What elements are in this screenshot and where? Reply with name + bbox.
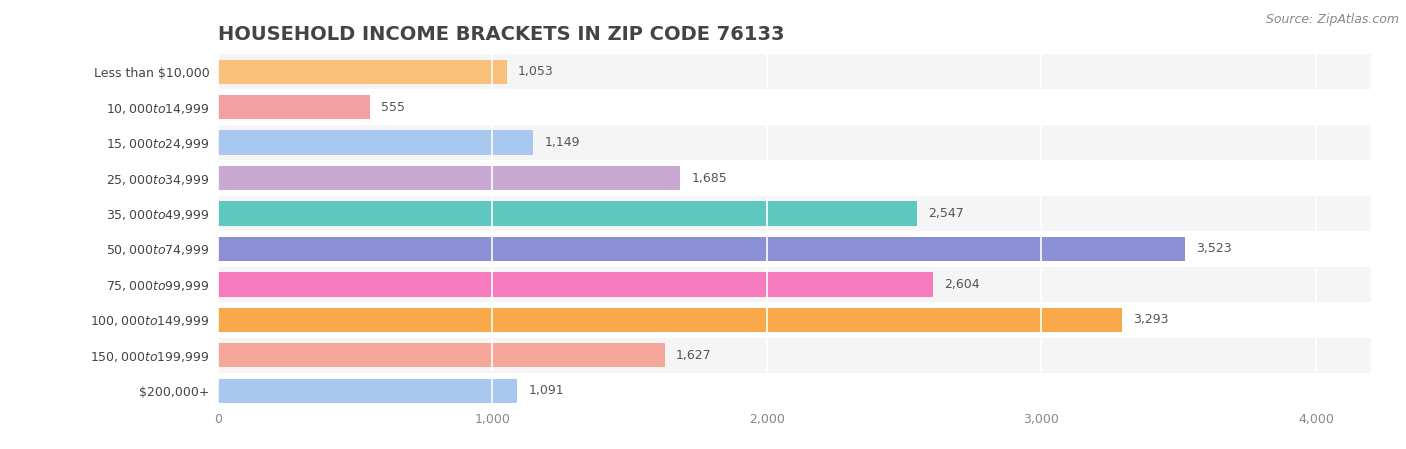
Bar xyxy=(218,231,1371,267)
Bar xyxy=(218,166,681,190)
Bar xyxy=(218,338,1371,373)
Text: HOUSEHOLD INCOME BRACKETS IN ZIP CODE 76133: HOUSEHOLD INCOME BRACKETS IN ZIP CODE 76… xyxy=(218,25,785,44)
Bar xyxy=(218,273,932,296)
Bar xyxy=(218,95,370,119)
Bar xyxy=(218,89,1371,125)
Bar xyxy=(218,379,517,403)
Text: 3,523: 3,523 xyxy=(1197,242,1232,255)
Bar xyxy=(218,60,508,84)
Bar xyxy=(218,196,1371,231)
Text: Source: ZipAtlas.com: Source: ZipAtlas.com xyxy=(1265,13,1399,26)
Text: 1,053: 1,053 xyxy=(517,65,554,78)
Bar xyxy=(218,343,665,367)
Bar xyxy=(218,125,1371,160)
Text: 1,091: 1,091 xyxy=(529,384,564,397)
Text: 555: 555 xyxy=(381,101,405,114)
Bar xyxy=(218,160,1371,196)
Text: 2,547: 2,547 xyxy=(928,207,965,220)
Text: 2,604: 2,604 xyxy=(943,278,980,291)
Bar xyxy=(218,202,917,225)
Bar xyxy=(218,267,1371,302)
Bar xyxy=(218,308,1122,332)
Bar xyxy=(218,54,1371,89)
Bar xyxy=(218,237,1185,261)
Text: 1,627: 1,627 xyxy=(675,349,711,362)
Text: 3,293: 3,293 xyxy=(1133,313,1168,326)
Bar xyxy=(218,131,533,154)
Bar xyxy=(218,373,1371,409)
Bar xyxy=(218,302,1371,338)
Text: 1,149: 1,149 xyxy=(544,136,579,149)
Text: 1,685: 1,685 xyxy=(692,172,727,185)
